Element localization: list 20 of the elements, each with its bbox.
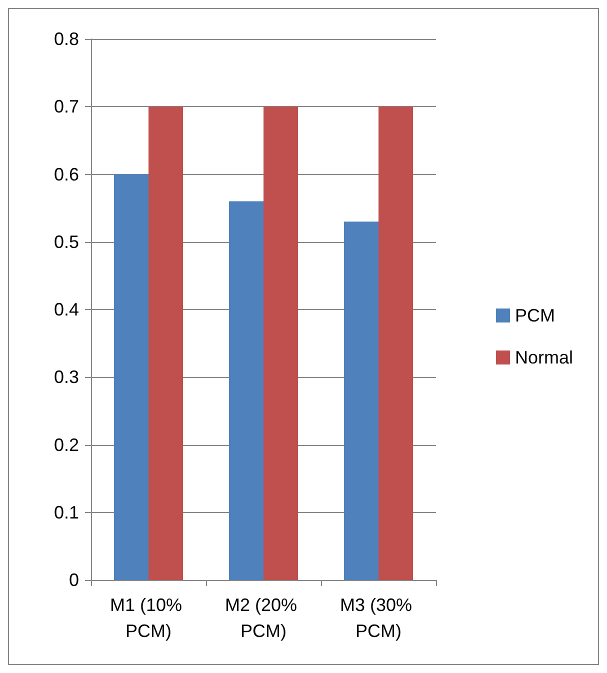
y-tick-label: 0 [68,570,79,590]
x-tick-label: M2 (20% PCM) [224,595,302,641]
y-tick-label: 0.4 [54,300,79,320]
x-tick-label: M3 (30% PCM) [340,595,418,641]
bar [344,222,378,580]
bar [264,106,298,580]
y-tick-label: 0.6 [54,164,79,184]
y-tick-label: 0.5 [54,232,79,252]
y-tick-label: 0.3 [54,367,79,388]
legend-label: PCM [514,306,555,326]
x-tick-label: M1 (10% PCM) [110,595,188,641]
y-tick-label: 0.7 [54,96,79,117]
legend-label: Normal [514,348,574,368]
bar [378,106,413,580]
bar [114,174,148,580]
y-tick-label: 0.2 [54,434,79,455]
y-tick-label: 0.8 [54,29,79,49]
bar [148,106,183,580]
bar [229,201,264,580]
y-tick-label: 0.1 [54,502,79,522]
